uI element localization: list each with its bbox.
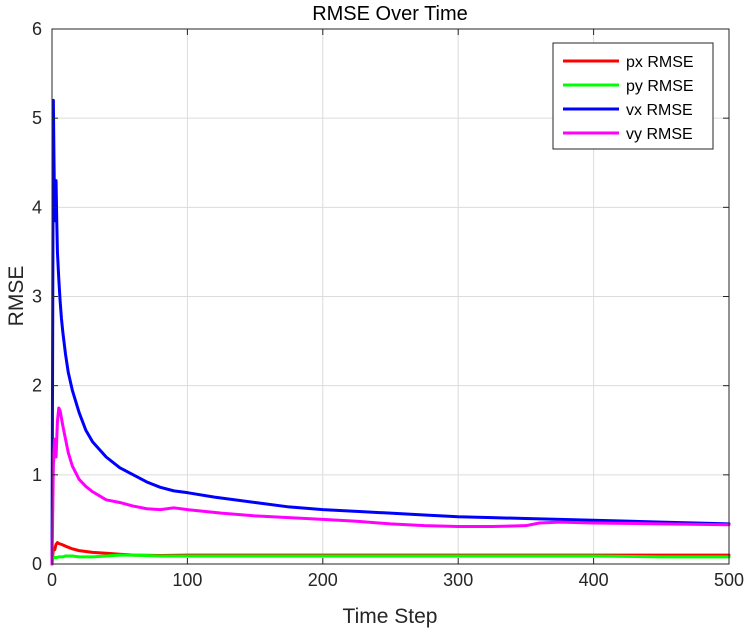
series-line-vy-rmse	[50, 406, 731, 566]
x-axis-label: Time Step	[343, 605, 438, 628]
y-tick-label: 3	[32, 287, 42, 307]
legend: px RMSE py RMSE vx RMSE vy RMSE	[552, 42, 714, 150]
x-tick-label: 200	[308, 570, 338, 590]
y-tick-label: 4	[32, 197, 42, 217]
y-tick-label: 1	[32, 465, 42, 485]
legend-entry-label: vy RMSE	[626, 126, 693, 143]
legend-entry-label: px RMSE	[626, 54, 694, 71]
x-tick-label: 500	[714, 570, 744, 590]
x-tick-label: 400	[579, 570, 609, 590]
chart-title: RMSE Over Time	[312, 3, 468, 25]
y-tick-label: 2	[32, 376, 42, 396]
x-tick-label: 300	[443, 570, 473, 590]
y-axis-label: RMSE	[5, 266, 28, 327]
axis-ticks: 0 100 200 300 400 500 0 1 2 3 4 5 6	[32, 19, 744, 590]
y-tick-label: 6	[32, 19, 42, 39]
y-tick-label: 0	[32, 554, 42, 574]
series-line-py-rmse	[50, 553, 731, 566]
legend-entry-label: vx RMSE	[626, 102, 693, 119]
series-lines	[50, 98, 731, 566]
x-tick-label: 0	[47, 570, 57, 590]
legend-entry-label: py RMSE	[626, 78, 694, 95]
series-line-vx-rmse	[50, 98, 731, 566]
x-tick-label: 100	[172, 570, 202, 590]
y-tick-label: 5	[32, 108, 42, 128]
